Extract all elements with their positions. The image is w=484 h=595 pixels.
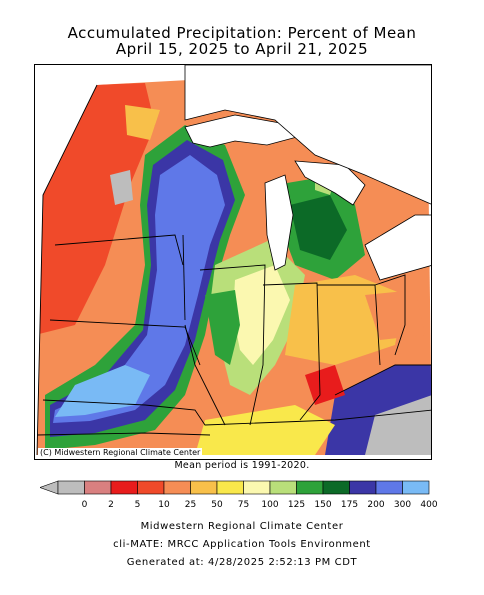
legend-tick-label: 2 xyxy=(108,500,114,510)
legend-swatch xyxy=(57,480,85,495)
mean-period-note: Mean period is 1991-2020. xyxy=(174,460,310,471)
legend-swatch xyxy=(163,480,191,495)
legend-swatch xyxy=(84,480,112,495)
legend-tick-label: 125 xyxy=(288,500,305,510)
footer: Midwestern Regional Climate Center cli-M… xyxy=(0,518,484,572)
legend-swatch xyxy=(349,480,377,495)
map-title: Accumulated Precipitation: Percent of Me… xyxy=(67,24,417,42)
legend-swatch xyxy=(190,480,218,495)
legend-tick-label: 300 xyxy=(394,500,411,510)
legend-tick-label: 0 xyxy=(82,500,88,510)
copyright-label: (C) Midwestern Regional Climate Center xyxy=(38,448,203,458)
legend-tick-label: 50 xyxy=(211,500,223,510)
footer-organization: Midwestern Regional Climate Center xyxy=(140,521,344,532)
legend-swatch xyxy=(216,480,244,495)
legend-swatch xyxy=(322,480,350,495)
footer-generated-time: Generated at: 4/28/2025 2:52:13 PM CDT xyxy=(126,557,358,568)
legend-swatch xyxy=(296,480,324,495)
legend-swatch xyxy=(137,480,165,495)
legend-tick-label: 100 xyxy=(261,500,278,510)
legend-tick-label: 75 xyxy=(238,500,249,510)
precipitation-map xyxy=(34,64,432,460)
legend-tick-label: 150 xyxy=(314,500,331,510)
legend-tick-label: 5 xyxy=(135,500,141,510)
legend-arrow xyxy=(40,480,59,495)
color-legend: 0 2 5 10 25 50 75 100 125 150 175 200 300 400 xyxy=(40,480,438,510)
great-lakes-water xyxy=(184,65,431,281)
legend-tick-label: 10 xyxy=(158,500,170,510)
legend-swatch xyxy=(375,480,403,495)
legend-swatch xyxy=(402,480,430,495)
legend-swatch xyxy=(243,480,271,495)
state-boundaries xyxy=(36,84,431,456)
legend-swatch xyxy=(269,480,297,495)
legend-tick-label: 400 xyxy=(420,500,437,510)
legend-tick-label: 175 xyxy=(341,500,358,510)
legend-swatch xyxy=(110,480,138,495)
legend-tick-label: 200 xyxy=(367,500,384,510)
legend-tick-label: 25 xyxy=(185,500,196,510)
map-date-range: April 15, 2025 to April 21, 2025 xyxy=(115,40,369,58)
footer-application: cli-MATE: MRCC Application Tools Environ… xyxy=(113,539,371,550)
